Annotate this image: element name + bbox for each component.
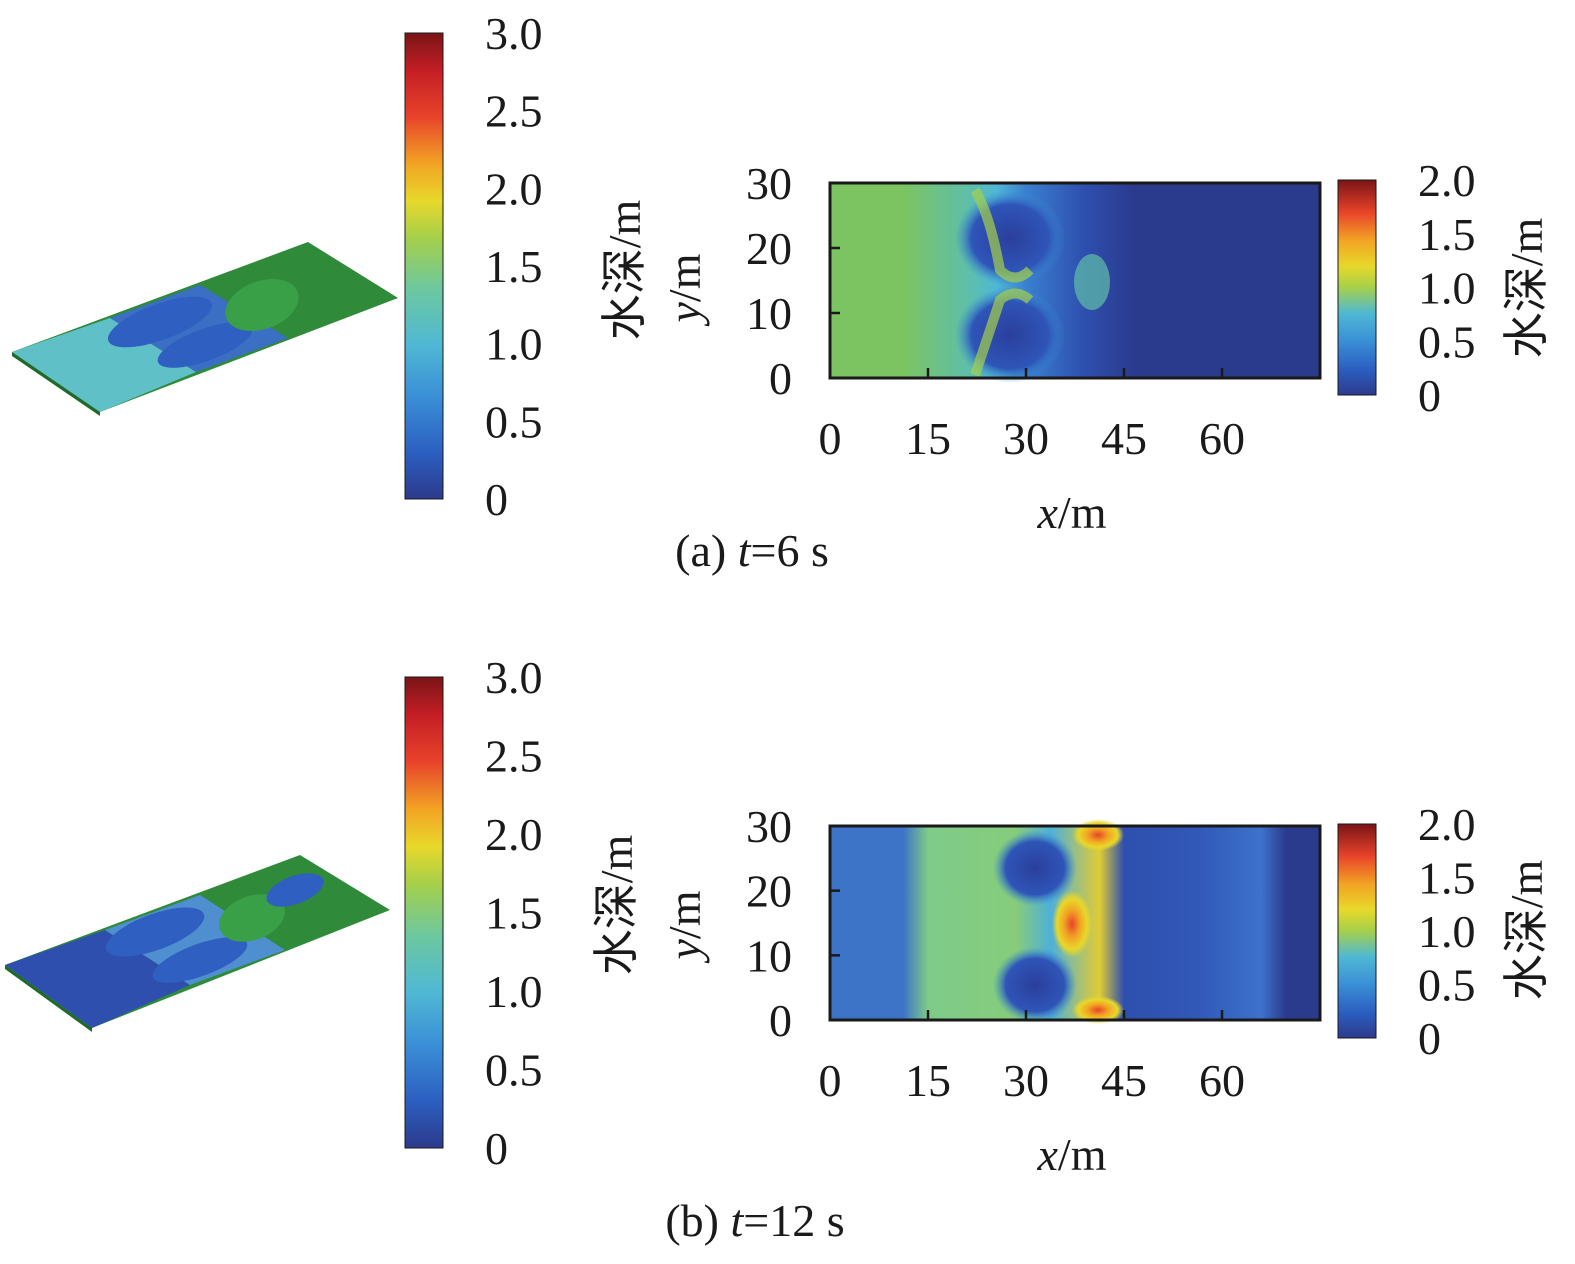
colorbar-2d-b-bar (1337, 823, 1377, 1039)
surface-a-lobe-2 (157, 322, 253, 368)
heatmap-a-front-top (970, 187, 1034, 283)
surface-b-basin (266, 873, 324, 907)
colorbar-tick-label: 0.5 (485, 396, 543, 447)
x-tick-label: 45 (1101, 413, 1147, 464)
heatmap-b-frame (828, 824, 1322, 1022)
caption-a: (a) t=6 s (675, 525, 829, 576)
y-tick-label: 10 (746, 288, 792, 339)
colorbar-tick-label: 1.5 (1418, 209, 1476, 260)
x-tick-label: 0 (819, 413, 842, 464)
heatmap-a-lobe-bottom (955, 287, 1065, 383)
y-tick-label: 30 (746, 801, 792, 852)
colorbar-tick-label: 1.5 (1418, 853, 1476, 904)
x-tick-label: 30 (1003, 1055, 1049, 1106)
y-tick-label: 20 (746, 866, 792, 917)
colorbar-tick-label: 3.0 (485, 652, 543, 703)
colorbar-tick-label: 1.0 (485, 966, 543, 1017)
colorbar-tick-label: 1.5 (485, 888, 543, 939)
colorbar-tick-label: 1.0 (1418, 906, 1476, 957)
colorbar-2d-a-label: 水深/m (1501, 218, 1552, 359)
colorbar-tick-label: 0 (485, 474, 508, 525)
heatmap-a: 0 15 30 45 60 0 10 20 30 y/m x/m (659, 158, 1322, 538)
colorbar-tick-label: 2.0 (1418, 155, 1476, 206)
surface-b-edge (5, 965, 92, 1032)
surface-a-lobe-1 (107, 296, 213, 348)
x-tick-label: 15 (905, 1055, 951, 1106)
colorbar-tick-label: 0 (1418, 1013, 1441, 1064)
heatmap-b-lobe-top (993, 830, 1077, 906)
colorbar-tick-label: 0.5 (1418, 960, 1476, 1011)
y-tick-label: 10 (746, 930, 792, 981)
surface-a-edge (12, 352, 100, 416)
colorbar-3d-b: 0 0.5 1.0 1.5 2.0 2.5 3.0 水深/m (404, 652, 642, 1174)
heatmap-b: 0 15 30 45 60 0 10 20 30 y/m x/m (659, 801, 1322, 1180)
y-tick-label: 0 (769, 353, 792, 404)
surface-a-water-left (12, 318, 196, 412)
colorbar-tick-label: 0.5 (485, 1045, 543, 1096)
heatmap-b-lobe-bottom (993, 947, 1077, 1023)
x-tick-label: 60 (1199, 413, 1245, 464)
x-tick-label: 30 (1003, 413, 1049, 464)
heatmap-b-hotspot-mid (1052, 890, 1092, 958)
surface-b-lobe-2 (152, 937, 248, 983)
surface-a-mound (225, 278, 299, 332)
x-tick-label: 45 (1101, 1055, 1147, 1106)
heatmap-b-hotspot-top (1072, 819, 1124, 851)
colorbar-2d-b: 00.51.01.52.0 水深/m (1337, 799, 1552, 1064)
heatmap-a-frame (828, 181, 1322, 380)
x-tick-label: 0 (819, 1055, 842, 1106)
colorbar-3d-a: 0 0.5 1.0 1.5 2.0 2.5 3.0 水深/m (404, 8, 650, 525)
colorbar-2d-b-label: 水深/m (1501, 860, 1552, 1001)
colorbar-tick-label: 2.0 (1418, 799, 1476, 850)
colorbar-tick-label: 0 (485, 1123, 508, 1174)
colorbar-3d-b-bar (404, 676, 444, 1149)
colorbar-3d-a-bar (404, 32, 444, 500)
caption-b: (b) t=12 s (665, 1195, 844, 1246)
x-tick-label: 60 (1199, 1055, 1245, 1106)
colorbar-2d-a: 00.51.01.52.0 水深/m (1337, 155, 1552, 421)
y-tick-label: 20 (746, 223, 792, 274)
colorbar-tick-label: 2.5 (485, 86, 543, 137)
colorbar-tick-label: 2.0 (485, 809, 543, 860)
colorbar-tick-label: 1.0 (1418, 263, 1476, 314)
heatmap-a-xlabel: x/m (1037, 487, 1107, 538)
colorbar-tick-label: 1.5 (485, 241, 543, 292)
colorbar-tick-label: 0 (1418, 370, 1441, 421)
colorbar-tick-label: 1.0 (485, 319, 543, 370)
surface-b-mound (219, 894, 285, 942)
heatmap-b-xlabel: x/m (1037, 1129, 1107, 1180)
colorbar-tick-label: 2.5 (485, 731, 543, 782)
surface-3d-a (12, 242, 398, 416)
heatmap-a-ripple (1074, 254, 1110, 310)
colorbar-2d-a-bar (1337, 179, 1377, 396)
heatmap-a-ylabel: y/m (659, 253, 710, 326)
colorbar-tick-label: 3.0 (485, 8, 543, 59)
y-tick-label: 30 (746, 158, 792, 209)
x-tick-label: 15 (905, 413, 951, 464)
surface-b-water-left (5, 930, 190, 1028)
colorbar-tick-label: 0.5 (1418, 316, 1476, 367)
heatmap-b-hotspot-bottom (1072, 996, 1124, 1024)
heatmap-b-ylabel: y/m (659, 890, 710, 963)
colorbar-3d-a-label: 水深/m (599, 200, 650, 341)
surface-b-lobe-1 (105, 907, 205, 957)
heatmap-a-front-bottom (970, 288, 1034, 377)
y-tick-label: 0 (769, 995, 792, 1046)
surface-3d-b (5, 855, 390, 1032)
panel-b: 00.51.01.52.02.53.0 水深/m 0 15 30 45 60010203… (5, 652, 1552, 1246)
panel-a: 00.51.01.52.02.53.0 水深/m 0 15 30 45 60010203… (12, 8, 1552, 576)
colorbar-tick-label: 2.0 (485, 163, 543, 214)
colorbar-3d-b-label: 水深/m (591, 835, 642, 976)
